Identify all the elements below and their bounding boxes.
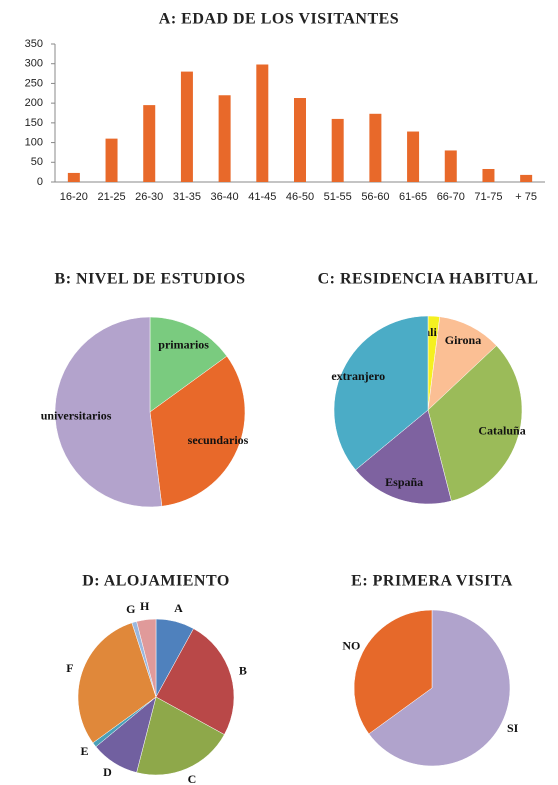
slice-label: D (103, 765, 112, 779)
slice-label: primarios (158, 338, 209, 352)
chart-title: A: EDAD DE LOS VISITANTES (159, 11, 399, 28)
slice-label: universitarios (41, 408, 112, 422)
pie-slice (136, 696, 225, 776)
slice-label: G (126, 602, 135, 616)
x-tick-label: 46-50 (286, 191, 314, 203)
y-tick-label: 50 (31, 156, 43, 168)
pie-slice (427, 345, 523, 502)
bar (67, 172, 80, 182)
chart-title: B: NIVEL DE ESTUDIOS (55, 271, 246, 288)
x-tick-label: 66-70 (437, 191, 465, 203)
pie-slice (333, 315, 429, 471)
slice-label: Cataluña (478, 423, 525, 437)
bar (444, 150, 457, 182)
slice-label: SI (507, 721, 519, 735)
x-tick-label: 41-45 (248, 191, 276, 203)
bar (520, 174, 533, 182)
bar (482, 168, 495, 182)
x-tick-label: 21-25 (97, 191, 125, 203)
bar (256, 64, 269, 182)
x-tick-label: 31-35 (173, 191, 201, 203)
bar (407, 131, 420, 182)
pie-slice (149, 316, 228, 413)
chart-title: E: PRIMERA VISITA (351, 573, 513, 590)
bar (369, 113, 382, 182)
slice-label: B (239, 664, 247, 678)
slice-label: E (80, 744, 88, 758)
x-tick-label: 26-30 (135, 191, 163, 203)
pie-slice (368, 609, 511, 767)
pie-slice (54, 316, 163, 508)
slice-label: C (188, 772, 197, 785)
x-tick-label: + 75 (515, 191, 537, 203)
x-tick-label: 56-60 (361, 191, 389, 203)
bar (105, 138, 118, 182)
y-tick-label: 150 (25, 117, 43, 129)
pie-slice (136, 618, 157, 698)
chart-title: C: RESIDENCIA HABITUAL (318, 271, 539, 288)
bar (143, 105, 156, 182)
slice-label: Girona (445, 333, 481, 347)
x-tick-label: 51-55 (324, 191, 352, 203)
bar (294, 98, 306, 182)
pie-slice (77, 622, 157, 744)
slice-label: NO (342, 639, 360, 653)
slice-label: F (66, 661, 73, 675)
bar (218, 95, 231, 182)
pie-slice (427, 316, 497, 411)
pie-slice (155, 628, 235, 735)
pie-slice (355, 409, 452, 505)
y-tick-label: 100 (25, 136, 43, 148)
pie-slice (149, 355, 246, 507)
y-tick-label: 0 (37, 176, 43, 188)
slice-label: H (140, 599, 150, 613)
x-tick-label: 36-40 (211, 191, 239, 203)
x-tick-label: 61-65 (399, 191, 427, 203)
x-tick-label: 16-20 (60, 191, 88, 203)
chart-title: D: ALOJAMIENTO (82, 573, 230, 590)
y-tick-label: 300 (25, 58, 43, 70)
bar (180, 71, 193, 182)
y-tick-label: 200 (25, 97, 43, 109)
slice-label: España (385, 475, 423, 489)
y-tick-label: 350 (25, 38, 43, 50)
slice-label: extranjero (331, 369, 385, 383)
y-tick-label: 250 (25, 77, 43, 89)
x-tick-label: 71-75 (474, 191, 502, 203)
slice-label: A (174, 601, 183, 615)
pie-slice (353, 609, 433, 735)
bar (331, 118, 344, 182)
slice-label: secundarios (188, 433, 249, 447)
